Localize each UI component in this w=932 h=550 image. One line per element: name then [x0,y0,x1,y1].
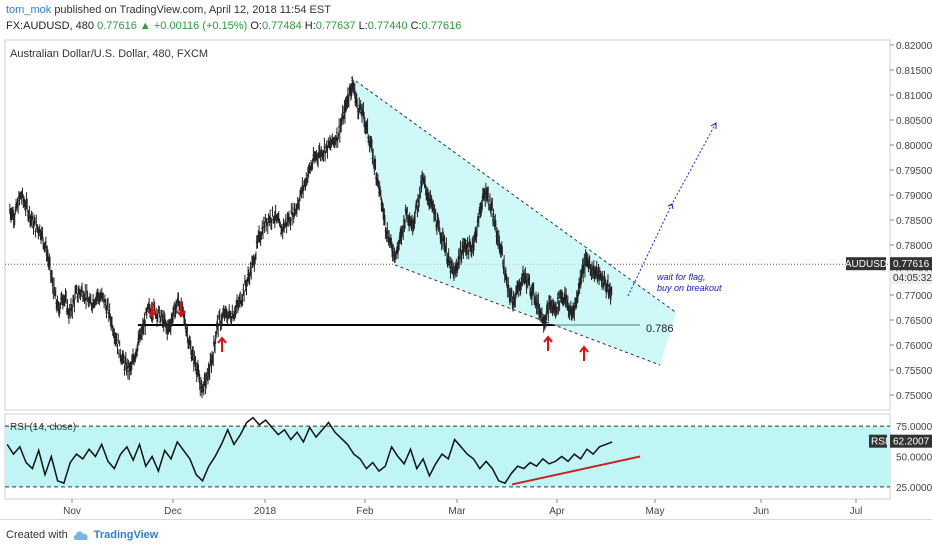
red-down-arrow-head [176,310,186,318]
x-tick-label: May [646,506,665,517]
footer-divider [0,519,932,520]
rsi-tag-bg [869,434,887,448]
y-tick-label: 0.79000 [896,191,932,202]
publish-info: tom_mok published on TradingView.com, Ap… [6,4,331,16]
red-up-arrow-head [543,335,553,343]
high-value: 0.77637 [315,20,356,32]
y-tick-label: 0.78000 [896,241,932,252]
close-label: C: [410,20,422,32]
red-up-arrow-head [579,345,589,353]
y-tick-label: 0.81500 [896,66,932,77]
wedge-lower-line [394,264,661,366]
rsi-value-bg [890,434,932,448]
main-pane [4,39,891,411]
y-tick-label: 0.76500 [896,316,932,327]
countdown-label: 04:05:32 [893,273,932,284]
author-link[interactable]: tom_mok [6,4,52,16]
x-tick-label: Feb [356,506,374,517]
projection-arrow-head [710,122,717,129]
high-label: H: [304,20,316,32]
y-tick-label: 0.78500 [896,216,932,227]
breakout-projection-line [627,122,717,297]
y-tick-label: 0.79500 [896,166,932,177]
last-price-tag-bg [890,257,932,271]
symbol-tag-bg [846,257,886,271]
rsi-tag: RSI [871,437,888,448]
publish-text: published on TradingView.com, April 12, … [54,4,331,16]
red-down-arrow-head [147,310,157,318]
price-chart[interactable]: 75.0000 50.0000 25.0000 RSI 62.2007 0.82000 0… [0,36,932,519]
x-tick-label: Jun [753,506,769,517]
y-tick-label: 0.75500 [896,366,932,377]
y-tick-label: 0.82000 [896,41,932,52]
falling-wedge-fill [351,77,676,365]
low-value: 0.77440 [367,20,408,32]
x-tick-label: Jul [850,506,863,517]
y-tick-label: 0.80500 [896,116,932,127]
last-value: 0.77616 [97,20,137,32]
y-tick-label: 0.75000 [896,391,932,402]
projection-node [667,203,674,210]
close-value: 0.77616 [421,20,462,32]
countdown-bg [890,271,932,285]
cloud-logo-icon [73,531,88,540]
rsi-tick-label: 50.0000 [896,453,932,464]
annotation-line-2: buy on breakout [657,283,722,293]
low-label: L: [358,20,368,32]
ohlc-bar: FX:AUDUSD, 480 0.77616 ▲ +0.00116 (+0.15… [6,20,461,32]
created-with-text: Created with [6,529,68,541]
up-triangle-icon: ▲ [139,20,151,32]
y-tick-label: 0.80000 [896,141,932,152]
symbol-label: FX:AUDUSD, 480 [6,20,95,32]
rsi-tick-label: 25.0000 [896,483,932,494]
rsi-line [6,416,613,485]
rsi-value: 62.2007 [893,437,930,448]
y-tick-label: 0.77000 [896,291,932,302]
rsi-trendline [511,455,641,486]
wedge-upper-line [350,77,677,313]
open-label: O: [250,20,262,32]
x-tick-label: Dec [164,506,182,517]
x-tick-label: Nov [63,506,81,517]
symbol-tag: AUDUSD [845,259,887,270]
last-price-tag: 0.77616 [893,259,930,270]
fib-level-label: 0.786 [646,323,674,335]
rsi-band [5,426,890,487]
x-tick-label: Mar [448,506,466,517]
rsi-label: RSI (14, close) [10,422,76,433]
x-tick-label: 2018 [254,506,277,517]
footer: Created with TradingView [6,529,158,541]
x-tick-label: Apr [549,506,565,517]
chart-title: Australian Dollar/U.S. Dollar, 480, FXCM [10,48,208,60]
rsi-tick-label: 75.0000 [896,422,932,433]
y-tick-label: 0.81000 [896,91,932,102]
tradingview-brand-link[interactable]: TradingView [93,529,159,541]
y-tick-label: 0.76000 [896,341,932,352]
change-value: +0.00116 (+0.15%) [153,20,248,32]
open-value: 0.77484 [261,20,302,32]
annotation-line-1: wait for flag, [657,272,706,282]
red-up-arrow-head [217,336,227,344]
